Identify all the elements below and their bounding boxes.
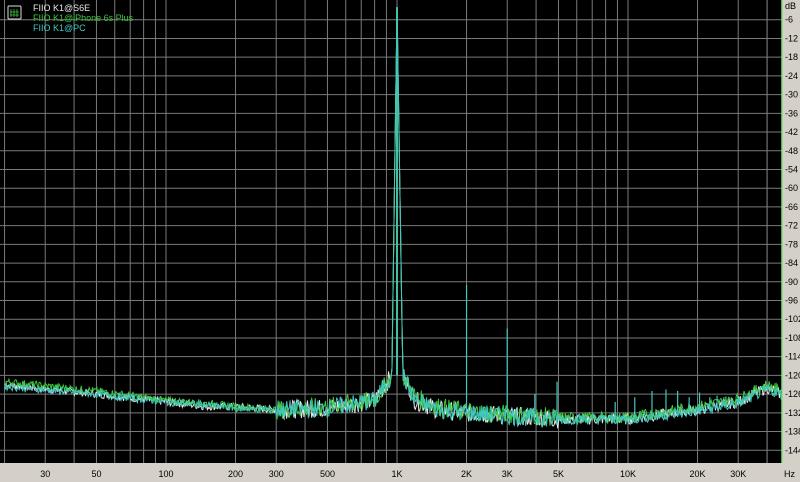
y-tick-label: -84 (785, 258, 798, 268)
legend-entry: FIIO K1@S6E (33, 3, 90, 13)
y-tick-label: -102 (785, 314, 800, 324)
x-tick-label: 3K (502, 469, 513, 479)
y-tick-label: -114 (785, 352, 800, 362)
y-tick-label: -144 (785, 445, 800, 455)
x-tick-label: 1K (391, 469, 402, 479)
spectrum-window-icon (7, 5, 22, 20)
grid (0, 0, 782, 463)
series-layer (4, 7, 782, 429)
y-tick-label: -126 (785, 389, 800, 399)
x-tick-label: 200 (228, 469, 243, 479)
x-axis: Hz 30 50 100 200 300 500 1K 2K 3K 5K 10K 20K 30K (40, 469, 795, 479)
y-tick-label: -60 (785, 183, 798, 193)
x-tick-label: 300 (269, 469, 284, 479)
x-tick-label: 30K (730, 469, 746, 479)
x-tick-label: 100 (158, 469, 173, 479)
legend: FIIO K1@S6E FIIO K1@iPhone 6s Plus FIIO … (7, 3, 134, 33)
x-tick-label: 500 (320, 469, 335, 479)
x-tick-label: 50 (91, 469, 101, 479)
y-tick-label: -6 (785, 15, 793, 25)
y-tick-label: -96 (785, 296, 798, 306)
y-tick-label: -120 (785, 370, 800, 380)
y-tick-label: -18 (785, 52, 798, 62)
y-tick-label: -90 (785, 277, 798, 287)
y-axis: dB -6 -12 -18 -24 -30 -36 -42 -48 -54 -60 -66 -72 -7… (785, 1, 800, 455)
y-tick-label: -54 (785, 164, 798, 174)
y-tick-label: -66 (785, 202, 798, 212)
y-tick-label: -42 (785, 127, 798, 137)
y-tick-label: -36 (785, 108, 798, 118)
x-tick-label: 20K (690, 469, 706, 479)
y-tick-label: -48 (785, 146, 798, 156)
x-axis-label: Hz (784, 469, 795, 479)
y-tick-label: -12 (785, 33, 798, 43)
series-line (4, 7, 782, 428)
y-tick-label: -108 (785, 333, 800, 343)
x-tick-label: 30 (40, 469, 50, 479)
y-tick-label: -132 (785, 408, 800, 418)
x-tick-label: 2K (461, 469, 472, 479)
y-tick-label: -72 (785, 221, 798, 231)
y-tick-label: -138 (785, 427, 800, 437)
y-tick-label: -78 (785, 239, 798, 249)
y-tick-label: -24 (785, 71, 798, 81)
legend-entry: FIIO K1@PC (33, 23, 86, 33)
y-tick-label: -30 (785, 90, 798, 100)
x-tick-label: 5K (553, 469, 564, 479)
x-tick-label: 10K (620, 469, 636, 479)
y-axis-label: dB (785, 1, 796, 11)
legend-entry: FIIO K1@iPhone 6s Plus (33, 13, 134, 23)
